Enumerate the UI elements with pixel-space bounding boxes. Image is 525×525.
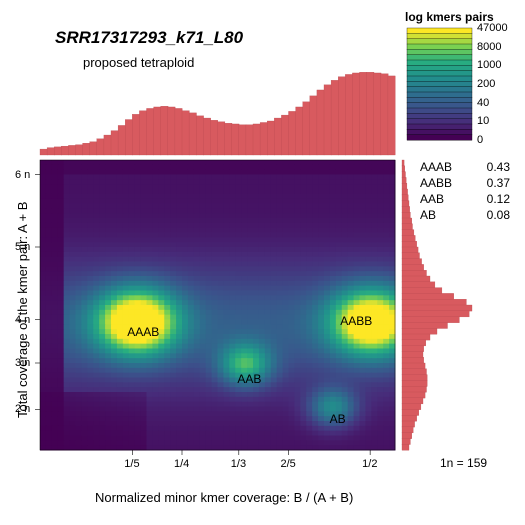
plot-subtitle: proposed tetraploid	[83, 55, 194, 70]
legend-tick-label: 0	[477, 134, 483, 146]
legend-tick-label: 1000	[477, 59, 501, 71]
x-axis-label: Normalized minor kmer coverage: B / (A +…	[95, 490, 353, 505]
y-tick-label: 4 n	[15, 314, 30, 326]
x-tick-label: 1/5	[124, 458, 139, 470]
x-tick-label: 1/3	[231, 458, 246, 470]
table-row: AAB 0.12	[420, 192, 510, 206]
table-row: AAAB 0.43	[420, 160, 510, 174]
table-val: 0.08	[487, 208, 510, 222]
table-row: AB 0.08	[420, 208, 510, 222]
legend-tick-label: 200	[477, 78, 495, 90]
figure-svg	[0, 0, 525, 525]
table-key: AAAB	[420, 160, 452, 174]
legend-tick-label: 47000	[477, 22, 508, 34]
y-tick-label: 6 n	[15, 169, 30, 181]
legend-tick-label: 40	[477, 97, 489, 109]
x-tick-label: 1/2	[362, 458, 377, 470]
heatmap-annotation: AAB	[237, 372, 261, 386]
table-row: AABB 0.37	[420, 176, 510, 190]
y-tick-label: 5 n	[15, 241, 30, 253]
n-label: 1n = 159	[440, 456, 487, 470]
x-tick-label: 1/4	[174, 458, 189, 470]
y-tick-label: 3 n	[15, 357, 30, 369]
heatmap-annotation: AAAB	[127, 325, 159, 339]
y-tick-label: 2 n	[15, 403, 30, 415]
table-key: AAB	[420, 192, 444, 206]
x-tick-label: 2/5	[281, 458, 296, 470]
table-val: 0.37	[487, 176, 510, 190]
table-key: AABB	[420, 176, 452, 190]
heatmap-annotation: AABB	[340, 314, 372, 328]
legend-tick-label: 10	[477, 115, 489, 127]
heatmap-annotation: AB	[330, 412, 346, 426]
plot-title: SRR17317293_k71_L80	[55, 28, 243, 48]
y-axis-label: Total coverage of the kmer pair: A + B	[15, 202, 30, 418]
table-val: 0.12	[487, 192, 510, 206]
table-val: 0.43	[487, 160, 510, 174]
legend-tick-label: 8000	[477, 41, 501, 53]
table-key: AB	[420, 208, 436, 222]
